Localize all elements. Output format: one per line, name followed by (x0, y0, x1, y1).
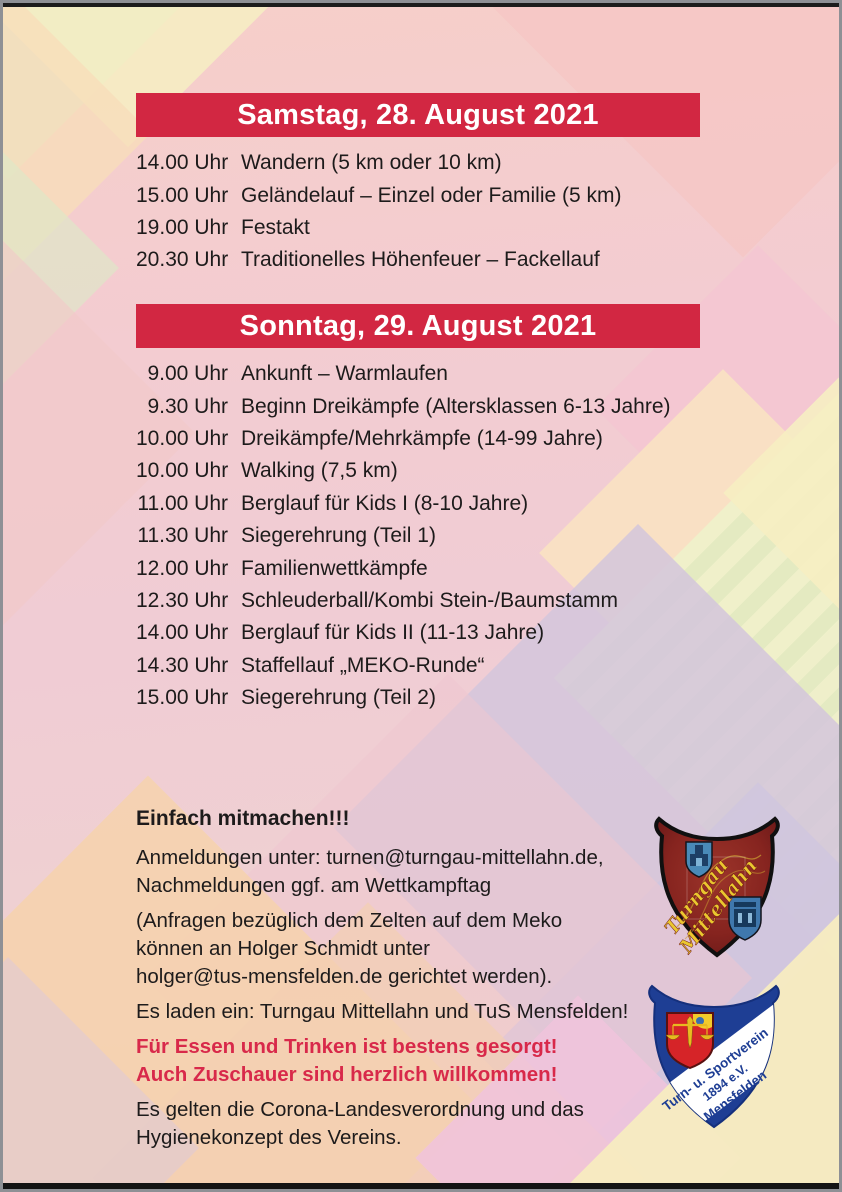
contour-line (676, 854, 762, 928)
event-activity: Ankunft – Warmlaufen (241, 362, 448, 386)
schedule-row: 14.00 Uhr Wandern (5 km oder 10 km) (136, 147, 622, 179)
schedule-row: 19.00 Uhr Festakt (136, 212, 622, 244)
saturday-title: Samstag, 28. August 2021 (237, 98, 599, 131)
highlight-line: Für Essen und Trinken ist bestens gesorg… (136, 1035, 558, 1058)
event-activity: Festakt (241, 215, 310, 239)
event-time: 14.00 Uhr (136, 151, 229, 175)
schedule-row: 15.00 Uhr Geländelauf – Einzel oder Fami… (136, 179, 622, 211)
corona-line: Es gelten die Corona-Landesverordnung un… (136, 1098, 584, 1121)
saturday-header-banner: Samstag, 28. August 2021 (136, 93, 700, 137)
event-activity: Siegerehrung (Teil 2) (241, 686, 436, 710)
event-activity: Walking (7,5 km) (241, 459, 398, 483)
camping-line: können an Holger Schmidt unter (136, 937, 431, 960)
hand-icon (696, 1017, 704, 1025)
event-time: 9.30 Uhr (147, 394, 228, 418)
top-edge-bar (3, 3, 839, 7)
contour-line (684, 869, 766, 940)
event-time: 15.00 Uhr (136, 686, 229, 710)
schedule-row: 14.30 Uhr Staffellauf „MEKO-Runde“ (136, 650, 671, 682)
schedule-row: 12.30 Uhr Schleuderball/Kombi Stein-/Bau… (136, 585, 671, 617)
camping-line: holger@tus-mensfelden.de gerichtet werde… (136, 965, 553, 988)
event-activity: Berglauf für Kids I (8-10 Jahre) (241, 491, 529, 515)
event-activity: Wandern (5 km oder 10 km) (241, 151, 502, 175)
tus-mensfelden-logo: Turn- u. Sportverein 1894 e.V. Mensfelde… (648, 984, 780, 1129)
highlight-line: Auch Zuschauer sind herzlich willkommen! (136, 1063, 558, 1086)
info-heading: Einfach mitmachen!!! (136, 807, 350, 830)
schedule-row: 12.00 Uhr Familienwettkämpfe (136, 552, 671, 584)
camping-line: (Anfragen bezüglich dem Zelten auf dem M… (136, 909, 563, 932)
corona-line: Hygienekonzept des Vereins. (136, 1126, 402, 1149)
schedule-row: 11.30 Uhr Siegerehrung (Teil 1) (136, 520, 671, 552)
schedule-row: 15.00 Uhr Siegerehrung (Teil 2) (136, 682, 671, 714)
event-activity: Traditionelles Höhenfeuer – Fackellauf (241, 248, 600, 272)
event-time: 12.30 Uhr (136, 588, 229, 612)
saturday-schedule: 14.00 Uhr Wandern (5 km oder 10 km) 15.0… (136, 147, 622, 277)
mensfelden-crest-icon (665, 1012, 715, 1070)
event-time: 14.00 Uhr (136, 621, 229, 645)
event-time: 10.00 Uhr (136, 459, 229, 483)
event-time: 10.00 Uhr (136, 426, 229, 450)
bottom-edge-bar (3, 1183, 839, 1189)
event-activity: Dreikämpfe/Mehrkämpfe (14-99 Jahre) (241, 426, 603, 450)
participation-info: Einfach mitmachen!!! Anmeldungen unter: … (136, 807, 636, 1152)
event-activity: Berglauf für Kids II (11-13 Jahre) (241, 621, 545, 645)
event-time: 9.00 Uhr (147, 362, 228, 386)
event-time: 11.00 Uhr (137, 491, 228, 515)
sunday-title: Sonntag, 29. August 2021 (239, 309, 597, 342)
event-activity: Staffellauf „MEKO-Runde“ (241, 653, 485, 677)
event-time: 14.30 Uhr (136, 653, 229, 677)
event-activity: Familienwettkämpfe (241, 556, 428, 580)
schedule-row: 11.00 Uhr Berglauf für Kids I (8-10 Jahr… (136, 488, 671, 520)
sunday-schedule: 9.00 Uhr Ankunft – Warmlaufen 9.30 Uhr B… (136, 358, 671, 714)
schedule-row: 9.00 Uhr Ankunft – Warmlaufen (136, 358, 671, 390)
event-activity: Geländelauf – Einzel oder Familie (5 km) (241, 183, 622, 207)
turngau-mittellahn-logo: Turngau Mittellahn (654, 816, 780, 958)
event-activity: Beginn Dreikämpfe (Altersklassen 6-13 Ja… (241, 394, 671, 418)
map-grid-line (686, 856, 746, 920)
event-time: 20.30 Uhr (136, 248, 229, 272)
event-time: 11.30 Uhr (137, 524, 228, 548)
schedule-row: 10.00 Uhr Walking (7,5 km) (136, 455, 671, 487)
event-time: 15.00 Uhr (136, 183, 229, 207)
event-activity: Siegerehrung (Teil 1) (241, 524, 436, 548)
town-crest-icon (728, 896, 762, 941)
scales-icon (665, 1015, 715, 1049)
schedule-row: 20.30 Uhr Traditionelles Höhenfeuer – Fa… (136, 244, 622, 276)
event-time: 19.00 Uhr (136, 215, 229, 239)
sunday-header-banner: Sonntag, 29. August 2021 (136, 304, 700, 348)
registration-line: Nachmeldungen ggf. am Wettkampftag (136, 874, 492, 897)
town-crest-icon (685, 841, 713, 878)
event-time: 12.00 Uhr (136, 556, 229, 580)
hosts-line: Es laden ein: Turngau Mittellahn und TuS… (136, 1000, 629, 1023)
schedule-row: 9.30 Uhr Beginn Dreikämpfe (Altersklasse… (136, 390, 671, 422)
schedule-row: 10.00 Uhr Dreikämpfe/Mehrkämpfe (14-99 J… (136, 423, 671, 455)
schedule-row: 14.00 Uhr Berglauf für Kids II (11-13 Ja… (136, 617, 671, 649)
event-activity: Schleuderball/Kombi Stein-/Baumstamm (241, 588, 618, 612)
registration-line: Anmeldungen unter: turnen@turngau-mittel… (136, 846, 604, 869)
